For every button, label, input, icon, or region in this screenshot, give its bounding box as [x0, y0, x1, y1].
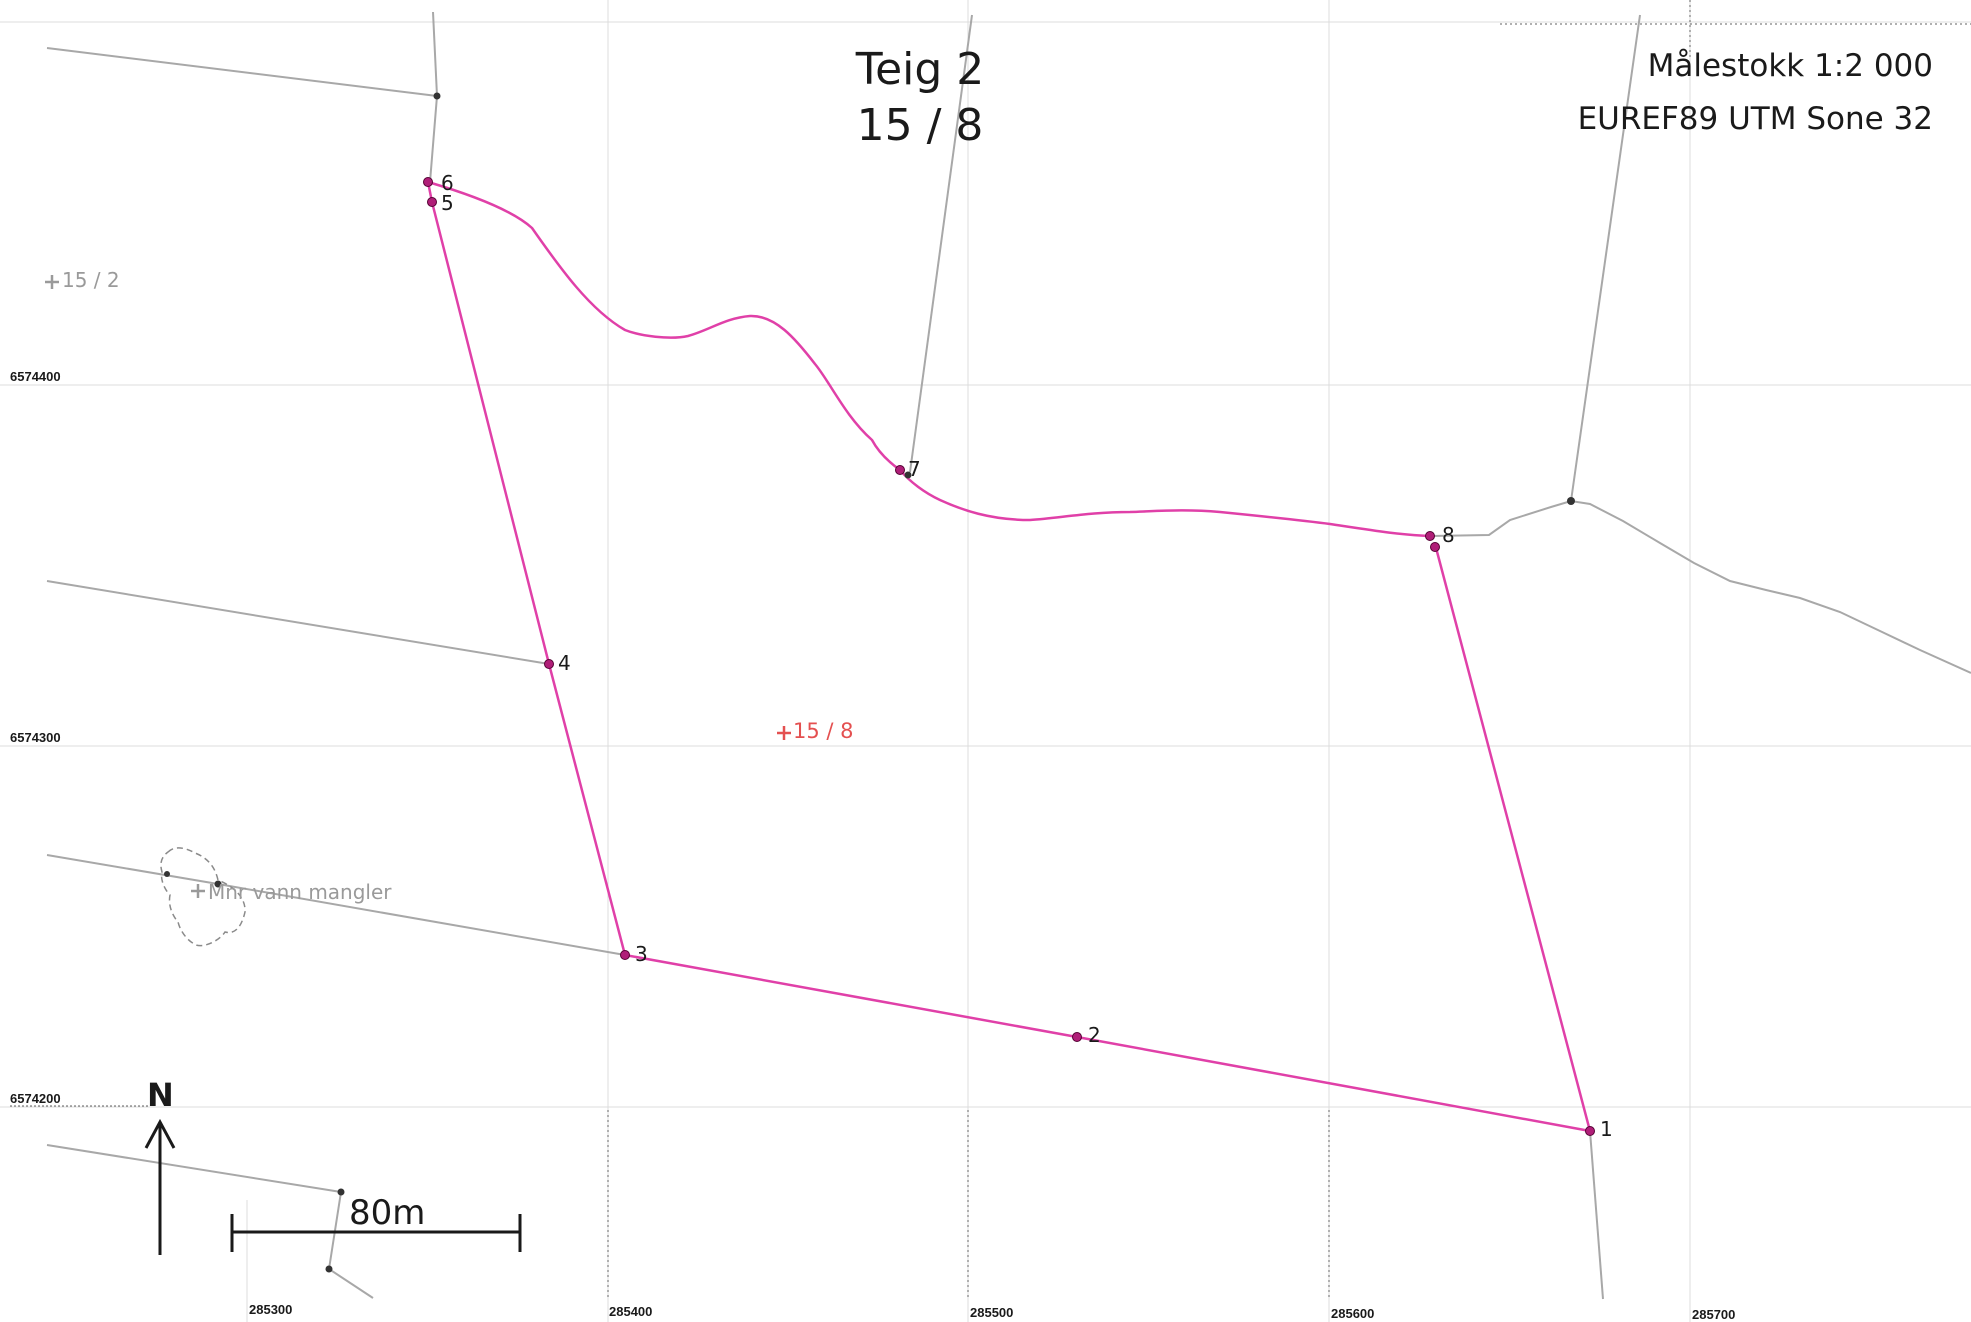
- vertex-1: [1585, 1126, 1595, 1136]
- vertex-7: [895, 465, 905, 475]
- point-label-4: 4: [558, 651, 571, 675]
- neighbor-parcel-cross-icon: [45, 275, 59, 289]
- point-label-2: 2: [1088, 1023, 1101, 1047]
- north-arrow-label: N: [147, 1076, 174, 1114]
- neighbor-line-west-low: [46, 854, 626, 956]
- easting-label: 285700: [1692, 1307, 1736, 1322]
- neighbor-line-south-exit: [1589, 1130, 1604, 1300]
- vertex-2: [1072, 1032, 1082, 1042]
- easting-label: 285500: [970, 1305, 1014, 1320]
- point-label-8: 8: [1442, 523, 1455, 547]
- easting-label: 285300: [249, 1302, 293, 1317]
- neighbor-vertices: [164, 92, 1575, 1273]
- scale-info-block: Målestokk 1:2 000 EUREF89 UTM Sone 32: [1578, 40, 1933, 146]
- parcel-boundary: [426, 180, 1592, 1133]
- scale-text: Målestokk 1:2 000: [1647, 48, 1933, 84]
- point-label-6: 6: [441, 171, 454, 195]
- boundary-curved-segments: [427, 180, 1431, 538]
- main-parcel-label: 15 / 8: [793, 719, 854, 743]
- easting-label: 285400: [609, 1304, 653, 1319]
- neighbor-line-nw: [46, 47, 438, 97]
- boundary-straight-segments: [426, 181, 1592, 1133]
- neighbor-line-west-mid: [46, 580, 550, 665]
- vertex-8b: [1430, 542, 1440, 552]
- grid-dark-ticks: [607, 0, 1971, 1300]
- point-label-1: 1: [1600, 1117, 1613, 1141]
- title-line-1: Teig 2: [855, 44, 985, 95]
- scale-bar-label: 80m: [349, 1193, 426, 1233]
- river-east: [1430, 499, 1971, 674]
- neighbor-line-center-vertical: [909, 14, 973, 473]
- vertex-5: [427, 197, 437, 207]
- missing-parcel-label: Mnr vann mangler: [208, 880, 392, 904]
- neighbor-line-sw: [46, 1144, 342, 1193]
- scale-bar-icon: [230, 1214, 522, 1252]
- parcel-markers: [45, 275, 791, 898]
- neighbor-line-right-vertical: [1570, 14, 1641, 502]
- northing-label: 6574400: [10, 369, 61, 384]
- northing-label: 6574300: [10, 730, 61, 745]
- title-line-2: 15 / 8: [856, 100, 984, 151]
- crs-text: EUREF89 UTM Sone 32: [1577, 101, 1933, 137]
- point-label-5: 5: [441, 191, 454, 215]
- neighbor-parcel-label: 15 / 2: [62, 268, 120, 292]
- vertex-6: [423, 177, 433, 187]
- easting-label: 285600: [1331, 1306, 1375, 1321]
- neighbor-boundaries: [46, 11, 1971, 1300]
- vertex-8a: [1425, 531, 1435, 541]
- boundary-vertices: [423, 177, 1595, 1136]
- missing-parcel-cross-icon: [191, 884, 205, 898]
- vertex-3: [620, 950, 630, 960]
- map-title: Teig 2 15 / 8: [820, 42, 1020, 154]
- north-arrow-icon: [144, 1118, 176, 1255]
- main-parcel-cross-icon: [777, 726, 791, 740]
- point-label-3: 3: [635, 942, 648, 966]
- vertex-4: [544, 659, 554, 669]
- northing-label: 6574200: [10, 1091, 61, 1106]
- point-label-7: 7: [908, 457, 921, 481]
